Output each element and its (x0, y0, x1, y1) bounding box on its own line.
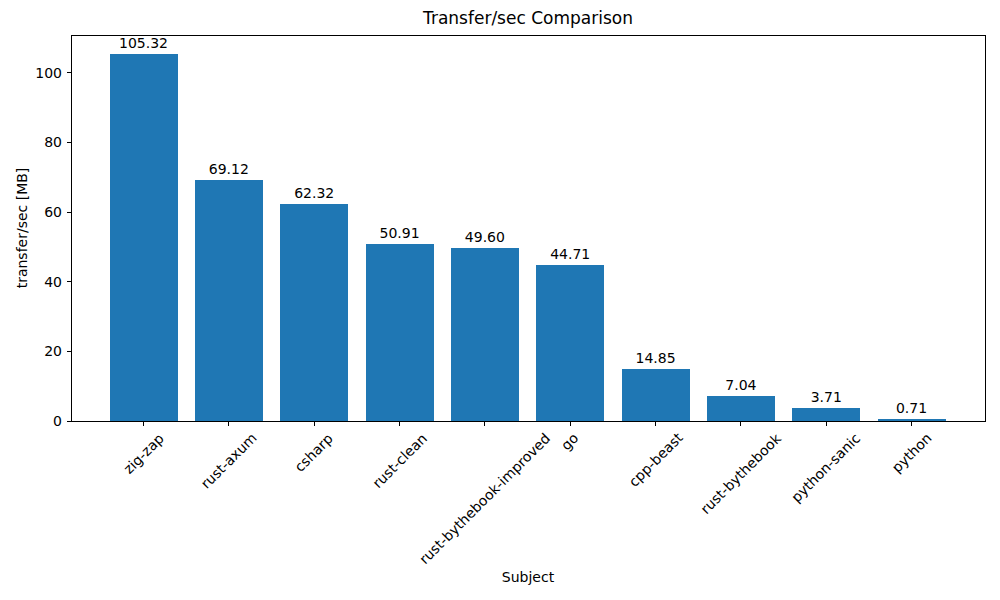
x-tick-label: python (888, 430, 935, 477)
y-tick-mark (67, 351, 71, 352)
x-tick-mark (911, 422, 912, 426)
x-tick-mark (826, 422, 827, 426)
x-tick-mark (228, 422, 229, 426)
y-tick-label: 80 (0, 134, 62, 150)
x-tick-label: rust-bythebook-improved (416, 430, 554, 568)
x-tick-mark (314, 422, 315, 426)
x-tick-mark (740, 422, 741, 426)
bar-value-label: 49.60 (465, 229, 505, 246)
x-tick-label: rust-bythebook (697, 430, 785, 518)
figure: Transfer/sec Comparison transfer/sec [MB… (0, 0, 1000, 600)
y-tick-mark (67, 421, 71, 422)
bar (878, 419, 946, 421)
y-axis-label: transfer/sec [MB] (14, 168, 30, 289)
x-tick-label: go (558, 430, 582, 454)
bar-value-label: 69.12 (209, 161, 249, 178)
bar (622, 369, 690, 421)
bar-value-label: 105.32 (119, 35, 168, 52)
bar (280, 204, 348, 421)
chart-title: Transfer/sec Comparison (423, 8, 633, 29)
x-tick-mark (570, 422, 571, 426)
bar-value-label: 44.71 (550, 246, 590, 263)
bar (536, 265, 604, 421)
x-tick-label: rust-axum (197, 430, 260, 493)
x-tick-label: zig-zap (120, 430, 167, 477)
bar-value-label: 50.91 (379, 225, 419, 242)
y-tick-label: 40 (0, 274, 62, 290)
bar (707, 396, 775, 421)
bar-value-label: 14.85 (635, 350, 675, 367)
y-tick-mark (67, 72, 71, 73)
plot-area (71, 35, 986, 422)
bar-value-label: 62.32 (294, 185, 334, 202)
bar (366, 244, 434, 421)
bar-value-label: 3.71 (811, 389, 842, 406)
x-tick-label: csharp (292, 430, 337, 475)
bar-value-label: 7.04 (725, 377, 756, 394)
x-axis-label: Subject (502, 569, 554, 585)
y-tick-label: 0 (0, 413, 62, 429)
x-tick-label: cpp-beast (625, 430, 686, 491)
y-tick-mark (67, 281, 71, 282)
bar (110, 54, 178, 421)
y-tick-mark (67, 142, 71, 143)
x-tick-label: rust-clean (369, 430, 431, 492)
bar (451, 248, 519, 421)
bar (792, 408, 860, 421)
y-tick-mark (67, 212, 71, 213)
x-tick-mark (655, 422, 656, 426)
x-tick-mark (143, 422, 144, 426)
y-tick-label: 100 (0, 65, 62, 81)
y-tick-label: 20 (0, 343, 62, 359)
x-tick-label: python-sanic (788, 430, 864, 506)
x-tick-mark (399, 422, 400, 426)
y-tick-label: 60 (0, 204, 62, 220)
bar-value-label: 0.71 (896, 400, 927, 417)
bar (195, 180, 263, 421)
x-tick-mark (484, 422, 485, 426)
